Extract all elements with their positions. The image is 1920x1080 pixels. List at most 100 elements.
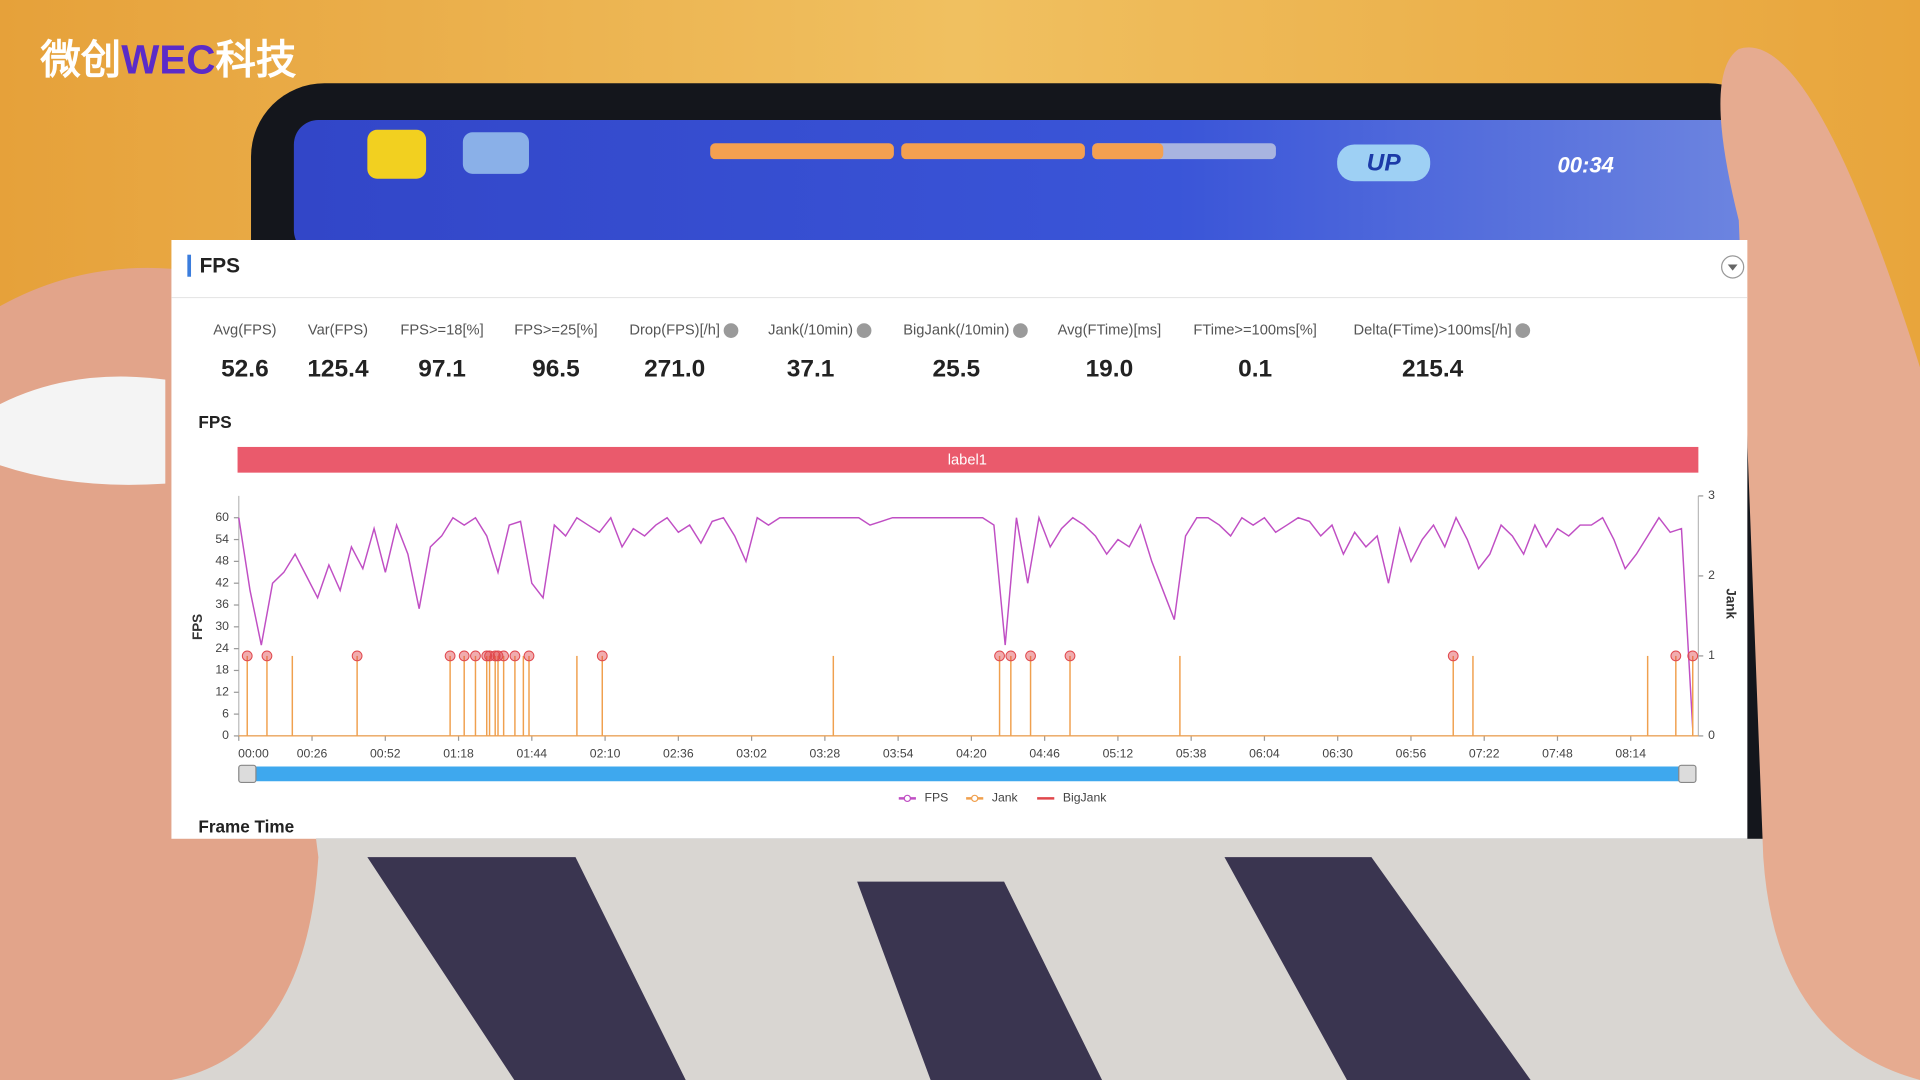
collapse-button[interactable]: [1721, 255, 1745, 279]
metric-value: 19.0: [1086, 355, 1134, 382]
x-tick-label: 01:18: [443, 747, 474, 761]
y-tick-label: 24: [215, 641, 229, 655]
legend-dot: [971, 794, 979, 803]
bigjank-marker: [1687, 650, 1699, 662]
metric-value: 96.5: [532, 355, 580, 382]
bigjank-marker: [484, 650, 495, 662]
legend-label: BigJank: [1063, 791, 1107, 805]
hud-timer: 00:34: [1558, 152, 1614, 177]
y-tick-label: 54: [215, 532, 229, 546]
x-tick-label: 08:14: [1615, 747, 1646, 761]
slider-handle[interactable]: [1678, 764, 1697, 784]
metric-label: Var(FPS): [308, 322, 368, 338]
bigjank-marker: [481, 650, 493, 662]
metric-label: Drop(FPS)[/h]: [629, 322, 720, 338]
bigjank-marker: [489, 650, 501, 662]
metric-value: 97.1: [418, 355, 466, 382]
metric-label: Avg(FTime)[ms]: [1058, 322, 1162, 338]
metric-value: 125.4: [307, 355, 369, 382]
x-tick-label: 07:22: [1469, 747, 1500, 761]
metric-value: 0.1: [1238, 355, 1272, 382]
metric-value: 25.5: [933, 355, 981, 382]
camera-button: [462, 132, 529, 174]
metric-label: Delta(FTime)>100ms[/h]: [1354, 322, 1512, 338]
x-tick-label: 00:00: [238, 747, 269, 761]
bigjank-marker: [1005, 650, 1017, 662]
help-icon: [1515, 323, 1531, 338]
legend-dot: [903, 794, 912, 803]
metric-value: 271.0: [644, 355, 705, 382]
bigjank-marker: [994, 650, 1005, 662]
bigjank-marker: [498, 650, 510, 662]
legend-label: Jank: [992, 791, 1019, 805]
x-tick-label: 01:44: [517, 747, 548, 761]
bigjank-marker: [444, 650, 456, 662]
metric-value: 52.6: [221, 355, 269, 382]
metric-value: 215.4: [1402, 355, 1464, 382]
x-tick-label: 04:20: [956, 747, 987, 761]
hud-bar: [710, 143, 894, 160]
metric-label: FPS>=18[%]: [400, 322, 483, 338]
bigjank-marker: [1670, 650, 1682, 662]
x-tick-label: 03:28: [810, 747, 841, 761]
x-tick-label: 07:48: [1542, 747, 1573, 761]
watermark-prefix: 微创: [39, 36, 121, 82]
x-tick-label: 02:10: [590, 747, 621, 761]
x-tick-label: 03:54: [883, 747, 914, 761]
y-tick-label: 36: [215, 597, 229, 611]
label-band: [237, 446, 1699, 473]
title-accent: [187, 254, 192, 277]
y2-tick-label: 0: [1708, 728, 1715, 742]
x-tick-label: 06:30: [1322, 747, 1353, 761]
y-tick-label: 48: [215, 554, 229, 568]
y2-tick-label: 3: [1708, 488, 1715, 502]
up-button: [1337, 144, 1431, 182]
hud-bar: [901, 143, 1085, 160]
zoom-slider[interactable]: [238, 766, 1696, 782]
hud-button-text: UP: [1367, 150, 1402, 177]
x-tick-label: 00:52: [370, 747, 401, 761]
x-tick-label: 06:04: [1249, 747, 1280, 761]
y-axis-label: FPS: [190, 614, 205, 640]
legend: FPS Jank BigJank: [898, 791, 1107, 805]
x-tick-label: 02:36: [663, 747, 694, 761]
bigjank-marker: [261, 650, 273, 662]
legend-label: FPS: [924, 791, 948, 805]
help-icon: [1013, 323, 1028, 338]
metric-label: Jank(/10min): [768, 322, 853, 338]
bigjank-marker: [241, 650, 253, 662]
bigjank-marker: [1447, 650, 1459, 662]
y-tick-label: 12: [215, 685, 229, 699]
bigjank-marker: [1025, 650, 1036, 662]
x-tick-label: 04:46: [1029, 747, 1060, 761]
y-tick-label: 18: [215, 663, 229, 677]
y-tick-label: 60: [215, 510, 229, 524]
panel-title: FPS: [200, 254, 241, 277]
metric-value: 37.1: [787, 355, 835, 382]
y-tick-label: 42: [215, 575, 229, 589]
y-tick-label: 30: [215, 619, 229, 633]
watermark-brand: WEC: [121, 36, 215, 82]
slider-handle[interactable]: [238, 764, 257, 784]
chart-title: FPS: [198, 412, 231, 432]
y2-axis-label: Jank: [1724, 588, 1739, 619]
y-tick-label: 0: [222, 728, 229, 742]
watermark-suffix: 科技: [215, 36, 296, 82]
x-tick-label: 06:56: [1396, 747, 1427, 761]
metric-label: BigJank(/10min): [903, 322, 1009, 338]
bigjank-marker: [458, 650, 470, 662]
hud-bar: [1092, 143, 1164, 160]
x-tick-label: 05:38: [1176, 747, 1207, 761]
bigjank-marker: [492, 650, 504, 662]
metric-label: FPS>=25[%]: [514, 322, 597, 338]
section-title: Frame Time: [198, 816, 294, 836]
watermark: 微创WEC科技: [39, 36, 296, 82]
y-tick-label: 6: [222, 706, 229, 720]
bigjank-marker: [470, 650, 481, 662]
x-tick-label: 00:26: [297, 747, 328, 761]
metrics: Avg(FPS) 52.6 Var(FPS) 125.4 FPS>=18[%] 97.1 F…: [213, 322, 1531, 382]
fps-line: [238, 514, 1694, 729]
bigjank-marker: [1064, 650, 1076, 662]
